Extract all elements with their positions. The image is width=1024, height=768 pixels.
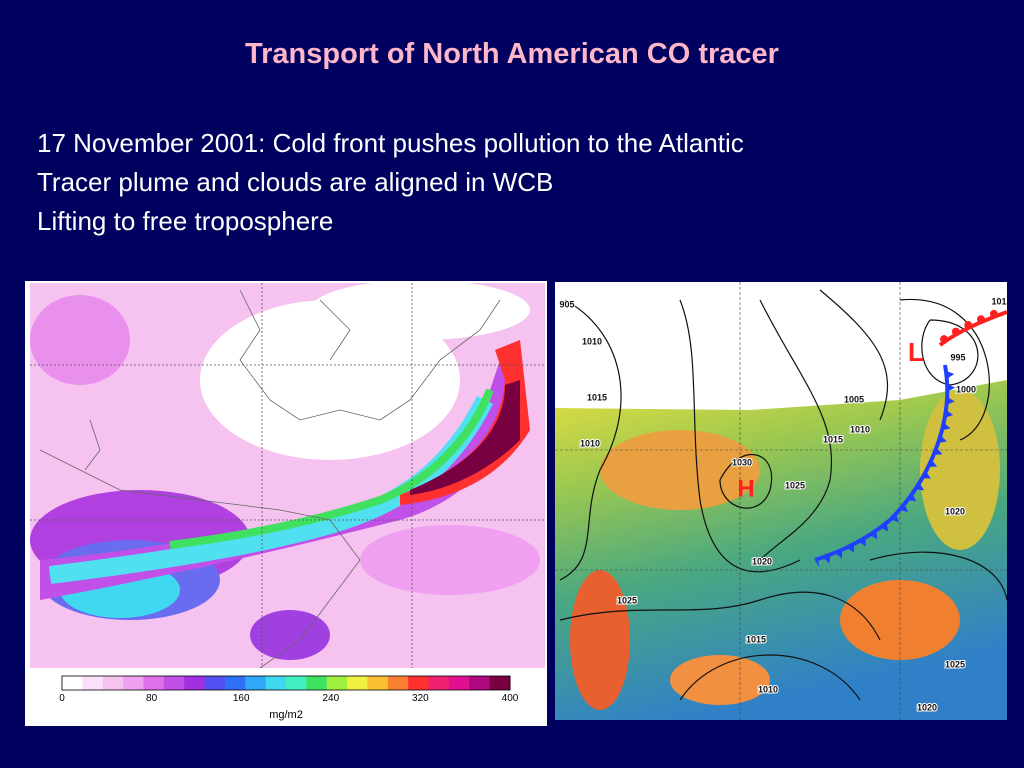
colorbar-swatch <box>367 676 389 690</box>
colorbar-swatch <box>469 676 491 690</box>
colorbar-swatch <box>123 676 144 690</box>
cold-front-tooth <box>944 409 954 418</box>
cold-front-tooth <box>933 447 943 456</box>
colorbar-tick-label: 160 <box>233 693 250 704</box>
warm-front-bump <box>940 335 949 344</box>
colorbar-tick-label: 0 <box>59 693 65 704</box>
high-marker: H <box>737 475 754 502</box>
isobar-label: 1020 <box>752 556 772 566</box>
slide-title: Transport of North American CO tracer <box>245 38 779 70</box>
cold-front-tooth <box>834 549 843 559</box>
cold-front-tooth <box>846 543 855 553</box>
colorbar-tick-label: 320 <box>412 693 429 704</box>
colorbar-swatch <box>265 676 287 690</box>
colorbar-swatch <box>326 676 348 690</box>
isobar-label: 995 <box>950 352 965 362</box>
colorbar-swatch <box>143 676 165 690</box>
colorbar-border <box>61 675 511 691</box>
warm-front-bump <box>976 315 985 324</box>
colorbar-swatch <box>306 676 328 690</box>
colorbar-swatch <box>408 676 430 690</box>
colorbar-swatch <box>387 676 409 690</box>
isobar-label: 1015 <box>587 392 607 402</box>
isobar-label: 1015 <box>746 634 766 644</box>
cold-front-tooth <box>945 370 955 379</box>
isobar-label: 1005 <box>844 394 864 404</box>
colorbar-swatch <box>82 676 104 690</box>
isobar-label: 1015 <box>823 434 843 444</box>
warm-front-bump <box>951 327 960 336</box>
colorbar-tick-label: 240 <box>322 693 339 704</box>
colorbar-swatch <box>62 676 83 690</box>
isobar-label: 1025 <box>785 480 805 490</box>
cold-front-tooth <box>880 522 889 532</box>
colorbar-swatch <box>224 676 246 690</box>
cold-front-tooth <box>822 554 831 564</box>
isobar-label: 1010 <box>758 684 778 694</box>
colorbar-tick-label: 400 <box>502 693 519 704</box>
isobar-label: 101 <box>991 296 1006 306</box>
colorbar-swatch <box>245 676 267 690</box>
isobar-label: 1020 <box>945 506 965 516</box>
colorbar-swatch <box>347 676 368 690</box>
colorbar-swatch <box>163 676 185 690</box>
colorbar-unit: mg/m2 <box>269 709 303 721</box>
colorbar-tick-label: 80 <box>146 693 158 704</box>
cold-front-tooth <box>946 396 955 405</box>
isobar-label: 905 <box>559 299 574 309</box>
cold-front-tooth <box>815 558 820 568</box>
isobar-label: 1010 <box>580 438 600 448</box>
cold-front-tooth <box>869 530 878 540</box>
co-map <box>30 283 545 668</box>
colorbar-swatch <box>448 676 470 690</box>
colorbar-swatch <box>428 676 450 690</box>
cold-front-tooth <box>947 383 956 392</box>
text-line: 17 November 2001: Cold front pushes poll… <box>37 128 744 158</box>
cold-front-tooth <box>941 422 951 431</box>
isobar-label: 1025 <box>945 659 965 669</box>
cold-front-tooth <box>915 482 925 491</box>
colorbar-swatch <box>184 676 206 690</box>
cold-front-tooth <box>890 513 900 523</box>
isobar-label: 1010 <box>850 424 870 434</box>
cold-front-tooth <box>921 471 931 479</box>
colorbar-swatch <box>489 676 511 690</box>
isobar-label: 1000 <box>956 384 976 394</box>
warm-front-bump <box>989 309 998 318</box>
cold-front-tooth <box>938 435 947 443</box>
text-line: Tracer plume and clouds are aligned in W… <box>37 167 554 197</box>
warm-front-bump <box>964 321 973 330</box>
cold-front-tooth <box>928 459 938 467</box>
isobar-label: 1010 <box>582 336 602 346</box>
weather-map: 905 1010 1015 1010 1030 1025 1005 1010 1015 995 10… <box>555 282 1007 720</box>
isobar-label: 1025 <box>617 595 637 605</box>
cold-front-tooth <box>907 493 917 502</box>
colorbar-swatch <box>102 676 124 690</box>
colorbar: 0 80 160 240 320 400 <box>59 675 519 704</box>
cold-front-tooth <box>899 503 909 513</box>
colorbar-swatch <box>286 676 307 690</box>
isobar-label: 1020 <box>917 702 937 712</box>
colorbar-swatch <box>204 676 226 690</box>
text-line: Lifting to free troposphere <box>37 206 334 236</box>
cold-front-tooth <box>858 537 866 547</box>
low-marker: L <box>908 337 924 367</box>
isobar-label: 1030 <box>732 457 752 467</box>
